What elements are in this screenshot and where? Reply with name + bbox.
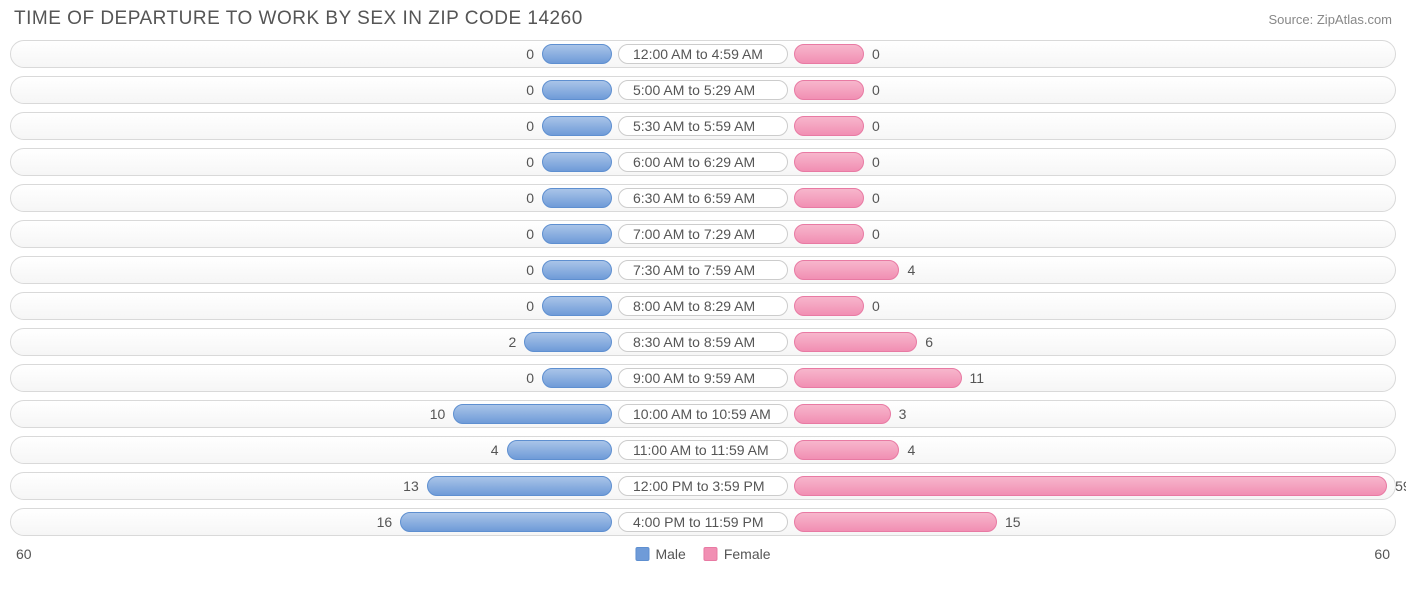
male-bar xyxy=(542,44,612,64)
male-value: 0 xyxy=(520,257,540,283)
female-value: 6 xyxy=(919,329,939,355)
female-value: 0 xyxy=(866,221,886,247)
legend-male-label: Male xyxy=(655,546,685,562)
category-label: 6:00 AM to 6:29 AM xyxy=(618,152,788,172)
chart-row: 16 15 4:00 PM to 11:59 PM xyxy=(10,508,1396,536)
category-label: 7:00 AM to 7:29 AM xyxy=(618,224,788,244)
female-bar xyxy=(794,224,864,244)
category-label: 5:30 AM to 5:59 AM xyxy=(618,116,788,136)
chart-row: 0 0 5:30 AM to 5:59 AM xyxy=(10,112,1396,140)
female-bar xyxy=(794,332,917,352)
category-label: 11:00 AM to 11:59 AM xyxy=(618,440,788,460)
female-bar xyxy=(794,512,997,532)
male-swatch-icon xyxy=(635,547,649,561)
male-value: 4 xyxy=(485,437,505,463)
chart-row: 0 0 7:00 AM to 7:29 AM xyxy=(10,220,1396,248)
axis-max-right: 60 xyxy=(1374,546,1390,562)
male-bar xyxy=(542,224,612,244)
chart-container: TIME OF DEPARTURE TO WORK BY SEX IN ZIP … xyxy=(0,0,1406,570)
male-bar xyxy=(542,368,612,388)
category-label: 8:00 AM to 8:29 AM xyxy=(618,296,788,316)
male-value: 13 xyxy=(397,473,425,499)
chart-row: 2 6 8:30 AM to 8:59 AM xyxy=(10,328,1396,356)
chart-row: 0 0 6:00 AM to 6:29 AM xyxy=(10,148,1396,176)
chart-row: 10 3 10:00 AM to 10:59 AM xyxy=(10,400,1396,428)
chart-header: TIME OF DEPARTURE TO WORK BY SEX IN ZIP … xyxy=(10,8,1396,30)
female-bar xyxy=(794,116,864,136)
female-value: 0 xyxy=(866,149,886,175)
category-label: 7:30 AM to 7:59 AM xyxy=(618,260,788,280)
chart-rows: 0 0 12:00 AM to 4:59 AM 0 0 5:00 AM to 5:29 A… xyxy=(10,40,1396,536)
male-bar xyxy=(507,440,612,460)
female-bar xyxy=(794,404,891,424)
female-value: 3 xyxy=(893,401,913,427)
chart-footer: 60 Male Female 60 xyxy=(10,544,1396,564)
female-value: 59 xyxy=(1389,473,1406,499)
male-value: 2 xyxy=(502,329,522,355)
chart-source: Source: ZipAtlas.com xyxy=(1268,12,1392,27)
male-bar xyxy=(542,260,612,280)
male-bar xyxy=(400,512,612,532)
female-value: 15 xyxy=(999,509,1027,535)
female-value: 0 xyxy=(866,113,886,139)
male-value: 0 xyxy=(520,41,540,67)
legend-male: Male xyxy=(635,546,685,562)
chart-row: 135912:00 PM to 3:59 PM xyxy=(10,472,1396,500)
female-bar xyxy=(794,260,899,280)
female-value: 4 xyxy=(901,257,921,283)
category-label: 4:00 PM to 11:59 PM xyxy=(618,512,788,532)
female-bar xyxy=(794,80,864,100)
male-value: 0 xyxy=(520,293,540,319)
female-value: 0 xyxy=(866,293,886,319)
male-bar xyxy=(524,332,612,352)
male-value: 0 xyxy=(520,77,540,103)
male-value: 0 xyxy=(520,185,540,211)
male-bar xyxy=(542,152,612,172)
chart-row: 0 0 8:00 AM to 8:29 AM xyxy=(10,292,1396,320)
male-value: 10 xyxy=(424,401,452,427)
male-bar xyxy=(427,476,612,496)
chart-title: TIME OF DEPARTURE TO WORK BY SEX IN ZIP … xyxy=(14,8,583,30)
female-value: 0 xyxy=(866,185,886,211)
male-value: 16 xyxy=(371,509,399,535)
category-label: 10:00 AM to 10:59 AM xyxy=(618,404,788,424)
axis-max-left: 60 xyxy=(16,546,32,562)
legend-female-label: Female xyxy=(724,546,771,562)
male-value: 0 xyxy=(520,365,540,391)
female-bar xyxy=(794,188,864,208)
category-label: 12:00 AM to 4:59 AM xyxy=(618,44,788,64)
category-label: 9:00 AM to 9:59 AM xyxy=(618,368,788,388)
legend-female: Female xyxy=(704,546,771,562)
female-bar xyxy=(794,296,864,316)
category-label: 6:30 AM to 6:59 AM xyxy=(618,188,788,208)
male-bar xyxy=(542,80,612,100)
category-label: 8:30 AM to 8:59 AM xyxy=(618,332,788,352)
male-value: 0 xyxy=(520,149,540,175)
male-value: 0 xyxy=(520,221,540,247)
female-bar xyxy=(794,440,899,460)
legend: Male Female xyxy=(635,546,770,562)
female-swatch-icon xyxy=(704,547,718,561)
female-bar xyxy=(794,44,864,64)
male-value: 0 xyxy=(520,113,540,139)
male-bar xyxy=(542,296,612,316)
chart-row: 4 4 11:00 AM to 11:59 AM xyxy=(10,436,1396,464)
male-bar xyxy=(453,404,612,424)
female-value: 0 xyxy=(866,77,886,103)
category-label: 5:00 AM to 5:29 AM xyxy=(618,80,788,100)
female-bar xyxy=(794,152,864,172)
male-bar xyxy=(542,188,612,208)
category-label: 12:00 PM to 3:59 PM xyxy=(618,476,788,496)
chart-row: 0 0 12:00 AM to 4:59 AM xyxy=(10,40,1396,68)
chart-row: 0 0 6:30 AM to 6:59 AM xyxy=(10,184,1396,212)
female-value: 11 xyxy=(964,365,991,391)
female-value: 0 xyxy=(866,41,886,67)
chart-row: 0 0 5:00 AM to 5:29 AM xyxy=(10,76,1396,104)
female-bar xyxy=(794,476,1387,496)
male-bar xyxy=(542,116,612,136)
chart-row: 0 11 9:00 AM to 9:59 AM xyxy=(10,364,1396,392)
female-bar xyxy=(794,368,962,388)
chart-row: 0 4 7:30 AM to 7:59 AM xyxy=(10,256,1396,284)
female-value: 4 xyxy=(901,437,921,463)
